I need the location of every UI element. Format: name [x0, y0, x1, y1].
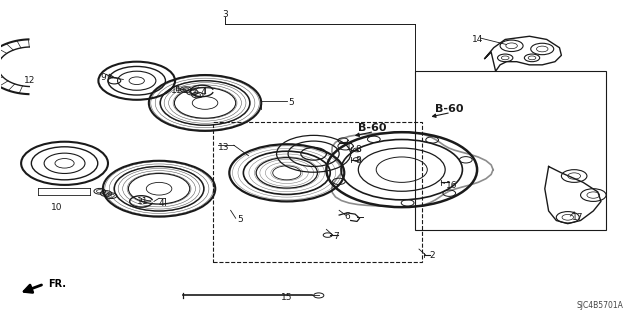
Text: 11: 11 — [137, 197, 148, 206]
Text: 2: 2 — [430, 251, 435, 260]
Text: 7: 7 — [333, 232, 339, 241]
Bar — [213, 122, 422, 262]
Circle shape — [323, 233, 332, 237]
Text: B-60: B-60 — [435, 104, 463, 114]
Text: SJC4B5701A: SJC4B5701A — [577, 301, 623, 310]
Text: 4: 4 — [200, 88, 206, 97]
Bar — [415, 71, 606, 230]
Text: 16: 16 — [447, 181, 458, 190]
Text: 6: 6 — [344, 211, 350, 220]
Text: 8: 8 — [355, 156, 361, 165]
Text: 5: 5 — [288, 98, 294, 107]
Text: 4: 4 — [159, 198, 164, 208]
Text: 8: 8 — [355, 145, 361, 154]
Text: FR.: FR. — [49, 279, 67, 289]
Polygon shape — [0, 39, 29, 94]
Text: 15: 15 — [281, 293, 292, 302]
Text: B-60: B-60 — [358, 123, 387, 133]
Text: 10: 10 — [51, 203, 63, 212]
Text: 13: 13 — [218, 143, 229, 152]
Circle shape — [314, 293, 324, 298]
Text: 14: 14 — [472, 35, 483, 44]
Text: 5: 5 — [237, 215, 243, 224]
Text: 12: 12 — [24, 76, 35, 85]
Text: 3: 3 — [223, 10, 228, 19]
Text: 17: 17 — [572, 213, 584, 222]
Text: 11: 11 — [172, 86, 182, 95]
Text: 1: 1 — [346, 143, 351, 152]
Text: 9: 9 — [100, 73, 106, 82]
